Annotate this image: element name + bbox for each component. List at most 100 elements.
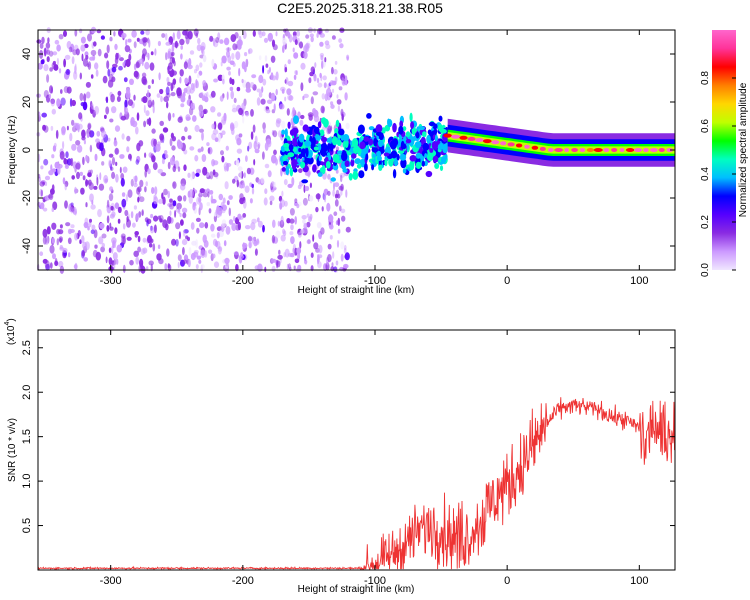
noise-speck	[46, 226, 51, 235]
noise-speck	[161, 192, 164, 200]
noise-speck	[150, 51, 154, 56]
noise-speck	[251, 74, 257, 79]
noise-speck	[291, 177, 295, 186]
noise-speck	[247, 235, 253, 242]
noise-speck	[187, 172, 191, 178]
transition-blob	[376, 155, 382, 161]
noise-speck	[190, 222, 195, 230]
noise-speck	[250, 131, 254, 140]
noise-speck	[280, 86, 286, 92]
noise-speck	[315, 206, 319, 213]
noise-speck	[46, 49, 51, 55]
noise-speck	[107, 68, 111, 77]
noise-speck	[299, 119, 304, 126]
y-tick-label: 2.0	[21, 385, 33, 400]
noise-speck	[137, 235, 141, 243]
noise-speck	[199, 202, 203, 211]
noise-speck	[42, 124, 47, 131]
carrier-peak	[515, 143, 523, 148]
noise-speck	[154, 186, 158, 196]
carrier-peak	[649, 148, 659, 152]
noise-speck	[83, 93, 87, 102]
noise-speck	[46, 74, 50, 83]
noise-speck	[319, 33, 325, 38]
noise-speck	[221, 219, 227, 228]
noise-speck	[206, 188, 210, 193]
noise-speck	[290, 224, 294, 231]
noise-speck	[236, 179, 239, 188]
x-tick-label: 100	[630, 575, 648, 587]
transition-blob	[281, 167, 286, 172]
noise-speck	[111, 106, 117, 114]
noise-speck	[206, 142, 210, 147]
noise-speck	[317, 256, 320, 265]
transition-blob	[398, 125, 404, 135]
noise-speck	[324, 195, 327, 203]
noise-speck	[64, 183, 67, 191]
noise-speck	[251, 183, 254, 189]
transition-blob	[368, 138, 374, 146]
noise-speck	[294, 198, 298, 204]
transition-blob	[352, 145, 360, 154]
noise-speck	[145, 181, 148, 187]
noise-speck	[70, 157, 74, 167]
noise-speck	[298, 41, 304, 49]
noise-speck	[177, 166, 181, 172]
noise-speck	[58, 34, 64, 40]
noise-speck	[256, 142, 261, 148]
noise-speck	[288, 95, 294, 101]
noise-speck	[331, 262, 334, 267]
noise-speck	[64, 200, 68, 209]
noise-speck	[51, 207, 55, 212]
noise-speck	[263, 197, 268, 206]
noise-speck	[308, 216, 312, 223]
noise-speck	[40, 59, 45, 65]
noise-speck	[66, 125, 69, 131]
noise-speck	[67, 237, 72, 245]
noise-speck	[140, 97, 146, 103]
noise-speck	[310, 96, 314, 105]
noise-speck	[319, 41, 324, 47]
transition-blob	[319, 167, 326, 173]
noise-speck	[56, 98, 61, 108]
noise-speck	[317, 254, 323, 259]
noise-speck	[301, 215, 307, 220]
noise-speck	[75, 140, 81, 146]
noise-speck	[254, 135, 258, 145]
noise-speck	[233, 97, 237, 104]
noise-speck	[165, 41, 171, 46]
noise-speck	[151, 79, 154, 85]
noise-speck	[251, 235, 254, 243]
noise-speck	[320, 227, 325, 235]
noise-speck	[195, 239, 199, 248]
noise-speck	[113, 139, 118, 147]
noise-speck	[293, 52, 299, 59]
transition-blob	[434, 134, 438, 142]
noise-speck	[48, 93, 52, 99]
noise-speck	[117, 90, 122, 96]
y-tick-label: 2.5	[21, 340, 33, 355]
transition-blob	[372, 153, 377, 158]
noise-speck	[273, 103, 276, 112]
x-tick-label: -200	[232, 275, 254, 287]
noise-speck	[321, 93, 325, 100]
carrier-peak	[643, 148, 649, 152]
noise-speck	[183, 229, 186, 237]
noise-speck	[135, 126, 139, 135]
transition-blob	[394, 158, 398, 167]
transition-blob	[300, 148, 307, 158]
noise-speck	[49, 244, 55, 254]
noise-speck	[323, 82, 327, 89]
noise-speck	[263, 37, 269, 43]
noise-speck	[143, 104, 146, 114]
noise-speck	[80, 36, 86, 44]
noise-speck	[70, 206, 73, 214]
noise-speck	[346, 56, 349, 61]
y-tick-label: -20	[21, 190, 33, 206]
noise-speck	[82, 156, 85, 166]
noise-speck	[344, 252, 350, 261]
noise-speck	[146, 219, 149, 227]
noise-speck	[170, 156, 176, 166]
noise-speck	[278, 249, 281, 255]
